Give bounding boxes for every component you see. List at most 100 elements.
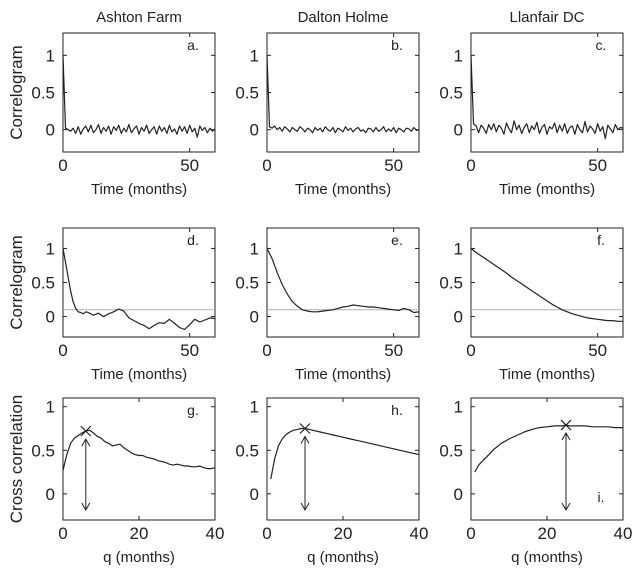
arrow-head: [300, 502, 310, 512]
x-tick-label: 0: [262, 341, 271, 360]
panel-label: d.: [187, 232, 199, 248]
panel-label: a.: [187, 37, 199, 53]
chart-panel: 0 0.5 1 0 50 Time (months) a.: [31, 32, 216, 198]
chart-panel: 0 0.5 1 0 50 Time (months) c.: [439, 32, 624, 198]
y-tick-label: 1: [250, 46, 259, 65]
y-tick-label: 0.5: [235, 441, 259, 460]
y-tick-label: 0: [46, 121, 55, 140]
y-tick-label: 0.5: [31, 84, 55, 103]
chart-panel: 0 0.5 1 0 50 Time (months) b.: [235, 32, 420, 198]
column-title: Llanfair DC: [509, 9, 584, 26]
peak-marker: [299, 423, 311, 434]
y-tick-label: 0: [454, 308, 463, 327]
column-title: Dalton Holme: [298, 9, 389, 26]
panel-label: i.: [598, 489, 605, 505]
panel-grid: 0 0.5 1 0 50 Time (months) a. 0 0.5 1 0 50 Time (mon…: [31, 32, 633, 566]
y-tick-label: 0: [454, 485, 463, 504]
y-tick-label: 0.5: [439, 84, 463, 103]
series-line: [62, 429, 216, 471]
x-tick-label: 20: [130, 524, 149, 543]
series-line: [62, 55, 216, 138]
series-line: [266, 55, 420, 134]
x-tick-label: 0: [262, 524, 271, 543]
series-line: [470, 55, 624, 140]
column-title: Ashton Farm: [96, 9, 182, 26]
x-tick-label: 0: [466, 341, 475, 360]
x-tick-label: 50: [180, 156, 199, 175]
series-line: [474, 424, 623, 473]
chart-panel: 0 0.5 1 0 20 40 q (months) g.: [31, 397, 224, 566]
y-tick-label: 0: [250, 308, 259, 327]
peak-marker: [80, 425, 92, 437]
panel-label: e.: [391, 232, 403, 248]
x-tick-label: 50: [384, 341, 403, 360]
series-line: [62, 248, 216, 331]
peak-marker: [560, 419, 572, 431]
chart-panel: 0 0.5 1 0 50 Time (months) f.: [439, 227, 624, 383]
chart-panel: 0 0.5 1 0 20 40 q (months) i.: [439, 397, 633, 566]
y-tick-label: 1: [454, 46, 463, 65]
chart-panel: 0 0.5 1 0 50 Time (months) e.: [235, 227, 420, 383]
y-tick-label: 1: [250, 239, 259, 258]
y-tick-label: 0: [46, 485, 55, 504]
y-tick-label: 0: [250, 485, 259, 504]
y-tick-label: 1: [250, 398, 259, 417]
y-tick-label: 0.5: [439, 274, 463, 293]
x-axis-label: q (months): [511, 549, 583, 566]
y-tick-label: 0: [454, 121, 463, 140]
series-line: [270, 427, 420, 480]
y-tick-label: 0.5: [439, 441, 463, 460]
x-axis-label: Time (months): [91, 181, 187, 198]
x-tick-label: 20: [538, 524, 557, 543]
panel-label: g.: [187, 402, 199, 418]
column-titles: Ashton Farm Dalton Holme Llanfair DC: [96, 9, 585, 26]
x-axis-label: Time (months): [295, 181, 391, 198]
arrow-head: [300, 435, 310, 444]
y-tick-label: 0: [250, 121, 259, 140]
y-tick-label: 1: [46, 46, 55, 65]
series-line: [266, 248, 420, 314]
x-tick-label: 40: [410, 524, 429, 543]
y-tick-label: 1: [46, 239, 55, 258]
x-tick-label: 50: [384, 156, 403, 175]
chart-panel: 0 0.5 1 0 50 Time (months) d.: [31, 227, 216, 383]
x-tick-label: 40: [614, 524, 633, 543]
x-tick-label: 0: [58, 341, 67, 360]
x-axis-label: q (months): [103, 549, 175, 566]
y-tick-label: 1: [454, 239, 463, 258]
y-tick-label: 1: [454, 398, 463, 417]
x-tick-label: 50: [180, 341, 199, 360]
arrow-head: [81, 438, 91, 447]
x-tick-label: 50: [588, 156, 607, 175]
panel-label: h.: [391, 402, 403, 418]
x-tick-label: 0: [466, 156, 475, 175]
panel-label: f.: [597, 232, 605, 248]
x-tick-label: 0: [262, 156, 271, 175]
y-tick-label: 0.5: [235, 274, 259, 293]
x-tick-label: 0: [58, 156, 67, 175]
arrow-head: [81, 502, 91, 512]
arrow-head: [561, 432, 571, 441]
x-axis-label: Time (months): [91, 366, 187, 383]
x-tick-label: 0: [58, 524, 67, 543]
chart-panel: 0 0.5 1 0 20 40 q (months) h.: [235, 397, 429, 566]
x-tick-label: 20: [334, 524, 353, 543]
x-axis-label: Time (months): [499, 366, 595, 383]
x-axis-label: q (months): [307, 549, 379, 566]
y-tick-label: 0.5: [31, 274, 55, 293]
y-tick-label: 0.5: [31, 441, 55, 460]
x-axis-label: Time (months): [499, 181, 595, 198]
panel-label: b.: [391, 37, 403, 53]
y-tick-label: 1: [46, 398, 55, 417]
y-tick-label: 0.5: [235, 84, 259, 103]
row-ylabels: Correlogram Correlogram Cross correlation: [7, 45, 26, 523]
series-line: [470, 247, 623, 322]
arrow-head: [561, 502, 571, 512]
x-tick-label: 0: [466, 524, 475, 543]
x-tick-label: 50: [588, 341, 607, 360]
y-axis-label: Cross correlation: [7, 395, 26, 524]
y-axis-label: Correlogram: [7, 45, 26, 139]
x-axis-label: Time (months): [295, 366, 391, 383]
y-tick-label: 0: [46, 308, 55, 327]
